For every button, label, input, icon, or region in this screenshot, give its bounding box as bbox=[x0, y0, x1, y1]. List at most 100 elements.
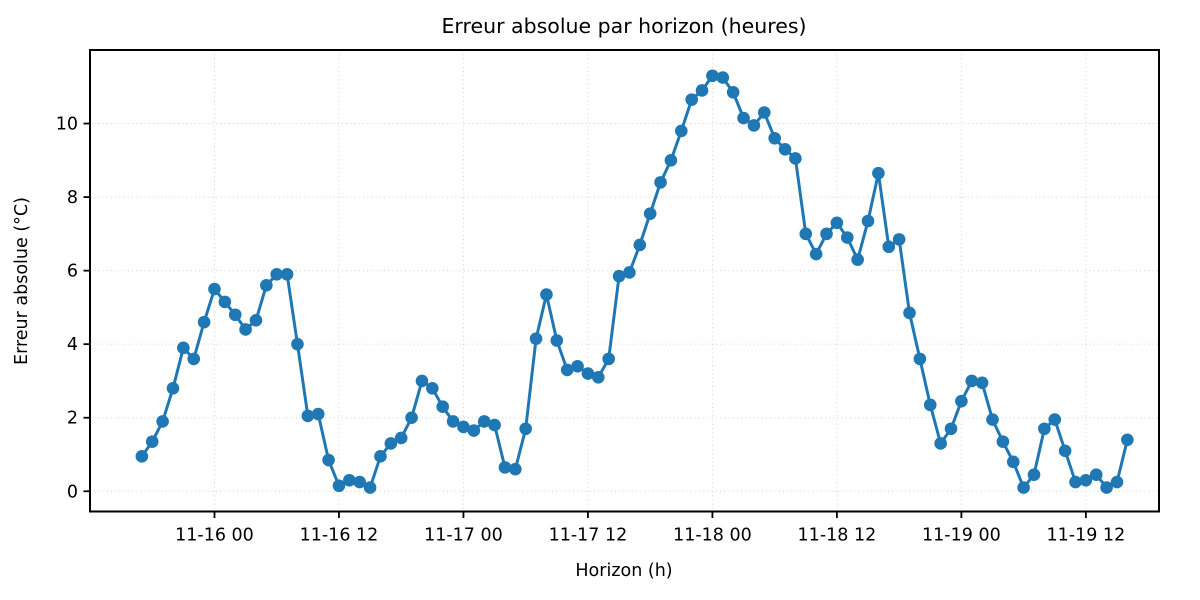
data-point-marker bbox=[311, 407, 325, 421]
data-point-marker bbox=[1027, 468, 1041, 482]
data-point-marker bbox=[301, 409, 315, 423]
y-axis-label: Erreur absolue (°C) bbox=[12, 197, 32, 365]
data-point-marker bbox=[446, 415, 460, 428]
data-point-marker bbox=[394, 431, 408, 445]
chart-title: Erreur absolue par horizon (heures) bbox=[441, 14, 806, 38]
y-tick-label: 4 bbox=[67, 335, 78, 355]
x-tick-label: 11-17 00 bbox=[424, 526, 503, 546]
data-point-marker bbox=[260, 279, 273, 292]
data-point-marker bbox=[778, 142, 792, 156]
data-point-marker bbox=[633, 238, 647, 252]
data-point-marker bbox=[135, 450, 149, 463]
data-point-marker bbox=[353, 475, 367, 489]
data-point-marker bbox=[343, 473, 356, 487]
data-point-marker bbox=[623, 266, 636, 279]
data-point-marker bbox=[685, 93, 698, 106]
data-point-marker bbox=[1006, 455, 1020, 469]
data-point-marker bbox=[374, 450, 387, 463]
data-point-marker bbox=[332, 479, 346, 493]
data-point-marker bbox=[467, 424, 481, 437]
data-point-marker bbox=[851, 253, 864, 266]
x-tick-label: 11-18 12 bbox=[798, 526, 877, 546]
data-point-marker bbox=[643, 207, 657, 220]
data-point-marker bbox=[612, 269, 626, 283]
data-point-marker bbox=[363, 481, 377, 494]
data-point-marker bbox=[757, 106, 771, 119]
data-point-marker bbox=[228, 308, 242, 322]
data-point-marker bbox=[809, 247, 823, 261]
data-point-marker bbox=[695, 84, 709, 97]
data-point-marker bbox=[799, 227, 813, 241]
data-point-marker bbox=[1038, 422, 1051, 436]
data-point-marker bbox=[550, 334, 564, 347]
data-point-marker bbox=[405, 411, 418, 425]
x-tick-label: 11-16 12 bbox=[300, 526, 379, 546]
data-point-marker bbox=[415, 374, 429, 388]
data-point-marker bbox=[789, 152, 802, 165]
data-point-marker bbox=[830, 216, 844, 230]
data-point-marker bbox=[291, 337, 304, 351]
data-point-marker bbox=[488, 418, 501, 432]
data-point-marker bbox=[840, 231, 854, 244]
data-point-marker bbox=[913, 352, 927, 366]
data-point-marker bbox=[872, 166, 885, 180]
data-point-marker bbox=[145, 435, 159, 448]
data-point-marker bbox=[1017, 481, 1030, 494]
line-series bbox=[135, 69, 1134, 494]
data-point-marker bbox=[1048, 413, 1062, 426]
plot-spines bbox=[89, 49, 1160, 513]
data-point-marker bbox=[882, 240, 896, 254]
data-point-marker bbox=[1069, 475, 1082, 489]
data-point-marker bbox=[944, 422, 958, 436]
data-point-marker bbox=[197, 315, 211, 329]
data-point-marker bbox=[861, 214, 875, 228]
y-tick-label: 2 bbox=[67, 409, 78, 429]
data-point-marker bbox=[477, 415, 491, 428]
data-point-marker bbox=[177, 341, 190, 355]
data-point-marker bbox=[187, 352, 201, 366]
data-point-marker bbox=[1110, 475, 1124, 489]
x-tick-label: 11-17 12 bbox=[549, 526, 628, 546]
x-tick-label: 11-19 00 bbox=[922, 526, 1001, 546]
x-tick-label: 11-19 12 bbox=[1047, 526, 1126, 546]
data-point-marker bbox=[166, 382, 180, 395]
data-point-marker bbox=[509, 462, 522, 476]
data-point-marker bbox=[581, 367, 595, 380]
data-point-marker bbox=[923, 398, 937, 412]
grid-layer bbox=[90, 50, 1159, 512]
x-tick-label: 11-18 00 bbox=[673, 526, 752, 546]
axes-layer: 11-16 00 11-16 12 11-17 00 11-17 12 11-18 00… bbox=[56, 49, 1160, 546]
y-tick-label: 0 bbox=[67, 482, 78, 502]
data-point-marker bbox=[934, 437, 947, 450]
data-point-marker bbox=[675, 124, 688, 138]
data-point-marker bbox=[1089, 468, 1103, 482]
data-point-marker bbox=[706, 69, 719, 83]
data-point-marker bbox=[529, 332, 543, 345]
data-point-marker bbox=[654, 176, 667, 189]
y-tick-label: 10 bbox=[56, 115, 78, 135]
data-point-marker bbox=[156, 415, 169, 428]
x-axis-label: Horizon (h) bbox=[575, 561, 672, 581]
data-point-marker bbox=[996, 435, 1010, 448]
data-point-marker bbox=[208, 282, 221, 296]
data-point-marker bbox=[965, 374, 979, 388]
data-point-marker bbox=[560, 363, 574, 377]
data-point-marker bbox=[986, 413, 999, 426]
data-point-marker bbox=[571, 359, 584, 373]
y-tick-label: 6 bbox=[67, 262, 78, 282]
y-tick-label: 8 bbox=[67, 188, 78, 208]
data-point-marker bbox=[664, 154, 678, 167]
series-line bbox=[140, 74, 1129, 490]
data-point-marker bbox=[1079, 473, 1093, 487]
data-point-marker bbox=[747, 119, 761, 132]
data-point-marker bbox=[426, 382, 439, 395]
data-point-marker bbox=[239, 323, 252, 336]
data-point-marker bbox=[1121, 433, 1134, 447]
data-point-marker bbox=[249, 313, 263, 327]
data-point-marker bbox=[892, 233, 906, 246]
data-point-marker bbox=[1058, 444, 1072, 458]
data-point-marker bbox=[903, 306, 916, 320]
data-point-marker bbox=[218, 295, 232, 309]
